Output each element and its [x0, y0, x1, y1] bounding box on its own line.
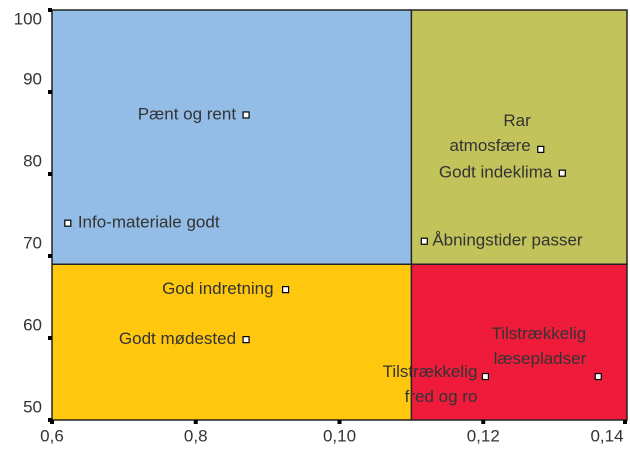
y-tick-label: 100: [14, 9, 42, 28]
point: [594, 372, 602, 381]
quadrant-top-right: [411, 10, 627, 265]
y-tick-label: 70: [23, 233, 42, 252]
point: [537, 145, 545, 153]
point-label: Åbningstider passer: [432, 231, 583, 250]
point-label: Info-materiale godt: [78, 213, 220, 232]
x-tick: [337, 420, 342, 424]
x-tick: [481, 420, 486, 424]
point-label: Rar: [503, 111, 531, 130]
x-tick: [193, 420, 198, 424]
point: [242, 111, 250, 119]
point-label: Pænt og rent: [138, 104, 237, 123]
point-label: Tilstrækkelig: [491, 324, 586, 343]
x-tick-label: 0,10: [323, 426, 356, 445]
point-label: læsepladser: [494, 349, 587, 368]
y-tick: [48, 90, 52, 94]
point-label: fred og ro: [405, 387, 478, 406]
x-tick-label: 0,6: [40, 426, 64, 445]
x-tick-label: 0,8: [184, 426, 208, 445]
y-tick: [48, 172, 52, 176]
point: [281, 286, 290, 294]
y-tick-label: 90: [23, 69, 42, 88]
quadrant-top-left: [52, 10, 412, 265]
point-label: atmosfære: [450, 136, 531, 155]
y-tick: [48, 8, 52, 12]
point: [558, 169, 566, 177]
quadrant-bottom-left: [52, 264, 412, 420]
point: [242, 336, 250, 344]
point: [481, 372, 490, 381]
point-label: Tilstrækkelig: [383, 362, 478, 381]
point-label: Godt indeklima: [439, 163, 553, 182]
y-tick-label: 80: [23, 151, 42, 170]
y-tick: [48, 254, 52, 258]
x-tick: [50, 420, 54, 424]
x-tick-label: 0,14: [590, 426, 623, 445]
point-label: God indretning: [162, 279, 274, 298]
x-tick: [623, 420, 627, 424]
y-tick: [48, 336, 52, 340]
y-tick-label: 60: [23, 315, 42, 334]
x-tick-label: 0,12: [467, 426, 500, 445]
quadrant-bottom-right: [411, 264, 627, 420]
y-tick-label: 50: [23, 397, 42, 416]
point: [64, 219, 72, 227]
point: [420, 237, 428, 245]
point-label: Godt mødested: [119, 329, 236, 348]
